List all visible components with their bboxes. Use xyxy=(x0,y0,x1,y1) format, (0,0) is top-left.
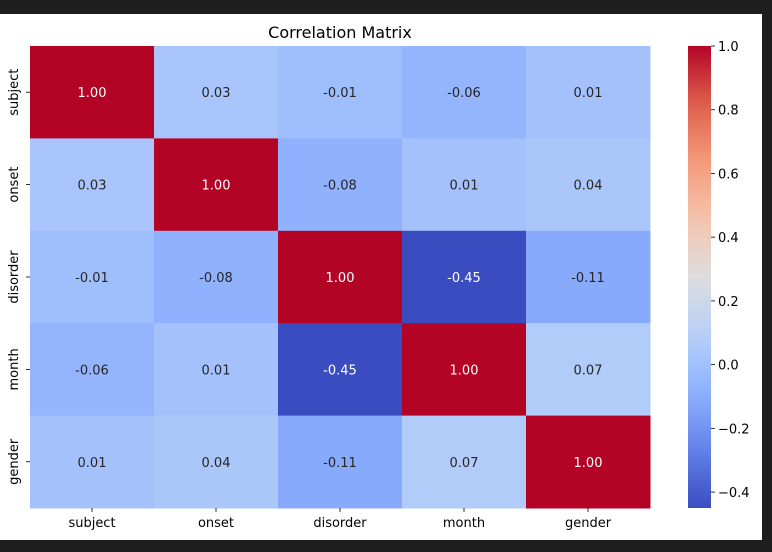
cell-value-label: -0.01 xyxy=(75,271,109,286)
heatmap-cell xyxy=(278,323,403,417)
x-tick-label: onset xyxy=(198,516,234,531)
x-tick-label: subject xyxy=(68,516,115,531)
heatmap-cell xyxy=(154,415,279,509)
heatmap-cell xyxy=(30,415,155,509)
y-tick-label: disorder xyxy=(7,250,22,304)
figure: Correlation Matrix 1.00 0.03 -0.01 -0.06 0.0… xyxy=(0,14,762,540)
cell-value-label: 0.03 xyxy=(78,179,107,194)
cell-value-label: -0.06 xyxy=(75,363,109,378)
heatmap-cell xyxy=(30,138,155,232)
heatmap-cell xyxy=(526,415,651,509)
cell-value-label: 0.04 xyxy=(202,456,231,471)
heatmap-cells: 1.00 0.03 -0.01 -0.06 0.01 0.03 1.00 -0.08 0.01 0… xyxy=(30,46,651,509)
colorbar-tick-label: 0.0 xyxy=(718,359,739,374)
heatmap-cell xyxy=(154,138,279,232)
cell-value-label: 1.00 xyxy=(202,179,231,194)
y-tick-label: month xyxy=(7,348,22,390)
heatmap-cell xyxy=(30,323,155,417)
colorbar-tick-label: 1.0 xyxy=(718,40,739,55)
cell-value-label: 0.01 xyxy=(574,86,603,101)
y-axis-ticks: subject onset disorder month gender xyxy=(7,69,30,485)
cell-value-label: -0.06 xyxy=(447,86,481,101)
heatmap-cell xyxy=(402,415,527,509)
colorbar-tick-label: 0.2 xyxy=(718,295,739,310)
heatmap-cell xyxy=(278,415,403,509)
x-tick-label: disorder xyxy=(313,516,367,531)
y-tick-label: gender xyxy=(7,438,22,485)
colorbar: 1.0 0.8 0.6 0.4 0.2 0.0 −0.2 −0.4 xyxy=(688,40,750,508)
heatmap-cell xyxy=(278,46,403,139)
cell-value-label: -0.11 xyxy=(323,456,357,471)
cell-value-label: 1.00 xyxy=(326,271,355,286)
heatmap-cell xyxy=(154,46,279,139)
chart-title: Correlation Matrix xyxy=(268,23,412,42)
cell-value-label: 1.00 xyxy=(78,86,107,101)
colorbar-tick-label: 0.8 xyxy=(718,104,739,119)
colorbar-tick-label: −0.2 xyxy=(718,422,750,437)
colorbar-tick-label: 0.4 xyxy=(718,231,739,246)
heatmap-cell xyxy=(402,46,527,139)
heatmap-cell xyxy=(278,230,403,324)
colorbar-tick-label: 0.6 xyxy=(718,167,739,182)
cell-value-label: 0.04 xyxy=(574,179,603,194)
heatmap-cell xyxy=(402,323,527,417)
cell-value-label: 1.00 xyxy=(450,363,479,378)
heatmap-cell xyxy=(402,138,527,232)
cell-value-label: 0.07 xyxy=(574,363,603,378)
colorbar-gradient xyxy=(688,46,711,508)
heatmap-cell xyxy=(526,138,651,232)
heatmap-cell xyxy=(154,230,279,324)
cell-value-label: -0.08 xyxy=(199,271,233,286)
cell-value-label: -0.45 xyxy=(447,271,481,286)
x-axis-ticks: subject onset disorder month gender xyxy=(68,508,612,531)
cell-value-label: 1.00 xyxy=(574,456,603,471)
cell-value-label: -0.11 xyxy=(571,271,605,286)
heatmap-cell xyxy=(526,323,651,417)
cell-value-label: 0.07 xyxy=(450,456,479,471)
heatmap-cell xyxy=(154,323,279,417)
cell-value-label: -0.01 xyxy=(323,86,357,101)
heatmap-chart: Correlation Matrix 1.00 0.03 -0.01 -0.06 0.0… xyxy=(7,23,750,531)
heatmap-cell xyxy=(278,138,403,232)
heatmap-cell xyxy=(402,230,527,324)
cell-value-label: 0.03 xyxy=(202,86,231,101)
y-tick-label: onset xyxy=(7,167,22,203)
cell-value-label: -0.45 xyxy=(323,363,357,378)
heatmap-cell xyxy=(30,46,155,139)
cell-value-label: 0.01 xyxy=(78,456,107,471)
heatmap-cell xyxy=(526,230,651,324)
heatmap-cell xyxy=(30,230,155,324)
cell-value-label: 0.01 xyxy=(450,179,479,194)
heatmap-cell xyxy=(526,46,651,139)
x-tick-label: gender xyxy=(565,516,612,531)
colorbar-tick-label: −0.4 xyxy=(718,486,750,501)
cell-value-label: -0.08 xyxy=(323,179,357,194)
y-tick-label: subject xyxy=(7,69,22,116)
x-tick-label: month xyxy=(443,516,485,531)
cell-value-label: 0.01 xyxy=(202,363,231,378)
